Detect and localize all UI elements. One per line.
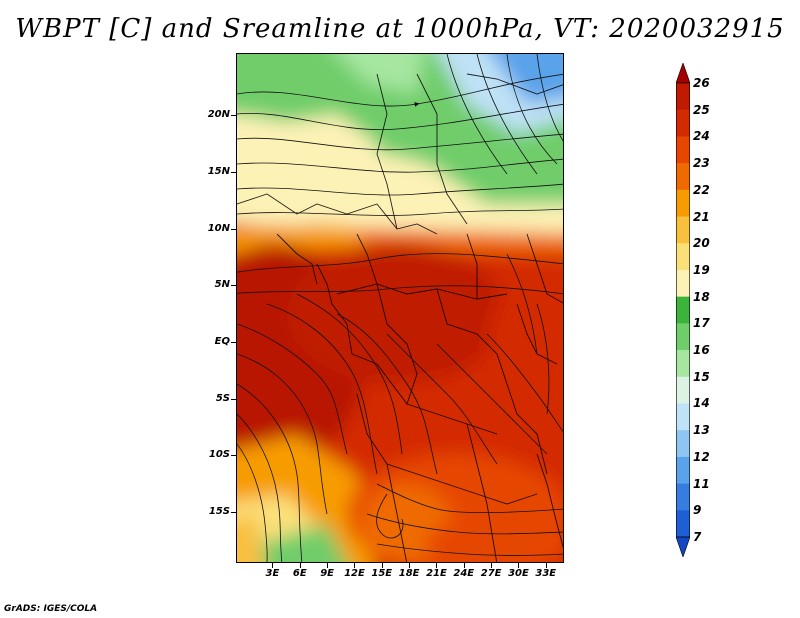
latitude-tick [231,512,236,513]
colorbar-top-arrow [676,63,690,84]
colorbar-label: 23 [693,156,710,171]
colorbar-label: 16 [693,343,710,358]
latitude-tick-label: 15S [208,506,230,517]
longitude-tick-label: 18E [398,568,420,579]
latitude-tick [231,172,236,173]
latitude-tick [231,342,236,343]
longitude-tick [409,563,410,568]
colorbar-label: 9 [693,503,702,518]
country-borders [237,73,563,562]
colorbar-label: 12 [693,449,710,464]
colorbar-label: 25 [693,102,710,117]
temperature-field [237,54,563,562]
colorbar-swatch [676,483,690,511]
colorbar-label: 11 [693,476,710,491]
longitude-tick [300,563,301,568]
colorbar-swatch [676,216,690,244]
map-frame [236,53,564,563]
colorbar-swatch [676,510,690,538]
latitude-tick [231,399,236,400]
colorbar-swatch [676,296,690,324]
colorbar-swatch [676,109,690,137]
latitude-tick-label: 5N [214,279,230,291]
latitude-tick-label: 15N [207,166,230,177]
colorbar-swatch [676,403,690,431]
longitude-tick-label: 24E [453,568,475,579]
colorbar [676,63,690,557]
colorbar-swatch [676,269,690,298]
colorbar-swatch [676,323,690,351]
colorbar-swatch [676,456,690,484]
colorbar-label: 18 [693,289,710,304]
longitude-tick [436,563,437,568]
longitude-tick-label: 30E [508,568,529,579]
latitude-tick-label: 5S [215,392,230,404]
colorbar-label: 24 [693,129,710,144]
colorbar-swatch [676,163,690,191]
longitude-tick [518,563,519,568]
longitude-tick [546,563,547,568]
colorbar-label: 19 [693,262,710,277]
longitude-tick-label: 3E [265,568,280,579]
colorbar-label: 13 [693,423,710,438]
longitude-tick-label: 21E [426,568,447,579]
colorbar-swatch [676,83,690,111]
longitude-tick [382,563,383,568]
colorbar-label: 17 [693,316,710,331]
colorbar-label: 14 [693,396,710,411]
longitude-tick-label: 27E [480,568,502,579]
colorbar-label: 15 [693,369,710,384]
latitude-tick [231,285,236,286]
latitude-tick [231,115,236,116]
longitude-tick-label: 15E [371,568,393,579]
latitude-tick-label: 10N [207,222,230,234]
colorbar-label: 7 [693,530,702,544]
latitude-tick [231,229,236,230]
latitude-tick-label: 20N [207,109,230,121]
streamlines [237,54,563,562]
credit-text: GrADS: IGES/COLA [4,604,98,614]
latitude-tick-label: 10S [208,449,230,461]
colorbar-swatch [676,350,690,378]
longitude-tick [464,563,465,568]
colorbar-label: 21 [693,209,710,224]
longitude-tick-label: 9E [320,568,334,579]
longitude-tick-label: 33E [535,568,557,579]
longitude-tick [327,563,328,568]
figure-title: WBPT [C] and Sreamline at 1000hPa, VT: 2… [15,14,785,44]
colorbar-outline [676,82,690,538]
colorbar-label: 26 [693,76,710,90]
colorbar-swatch [676,430,690,458]
longitude-tick [272,563,273,568]
colorbar-swatch [676,136,690,164]
longitude-tick-label: 6E [292,568,307,579]
wbpt-map [237,54,563,562]
colorbar-swatch [676,189,690,217]
colorbar-label: 20 [693,236,710,251]
colorbar-swatch [676,376,690,404]
longitude-tick [354,563,355,568]
longitude-tick-label: 12E [344,568,365,579]
colorbar-bottom-arrow [676,536,690,557]
colorbar-swatch [676,243,690,271]
latitude-tick [231,455,236,456]
colorbar-label: 22 [693,182,710,197]
latitude-tick-label: EQ [214,336,230,347]
longitude-tick [491,563,492,568]
